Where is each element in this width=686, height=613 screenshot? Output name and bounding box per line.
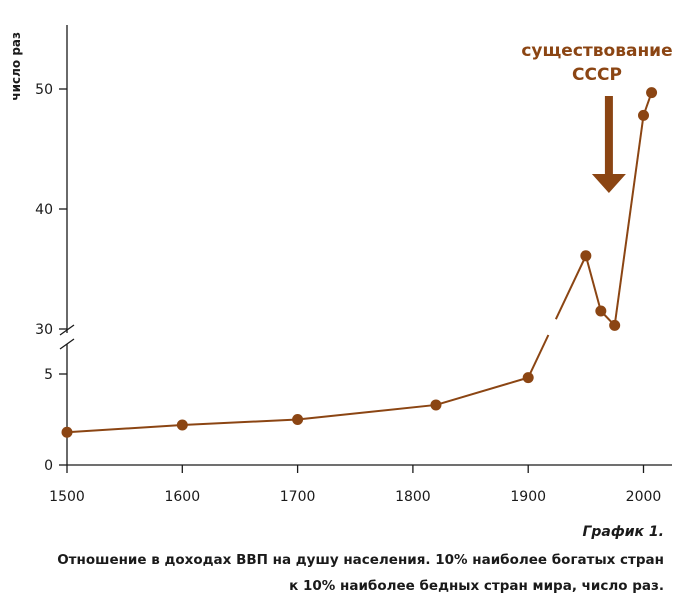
series-segment xyxy=(182,418,298,426)
figure-caption-line-1: Отношение в доходах ВВП на душу населени… xyxy=(57,552,664,568)
data-point xyxy=(292,414,304,425)
data-point xyxy=(638,109,649,121)
y-axis-label: число раз xyxy=(9,32,23,101)
y-axis-break-mark xyxy=(59,338,75,350)
x-tick-label: 1500 xyxy=(49,489,85,505)
y-tick-label: 0 xyxy=(44,458,53,474)
data-point xyxy=(595,305,607,317)
annotation-arrow-shaft xyxy=(604,96,613,176)
series-segment xyxy=(435,376,529,406)
x-tick-label: 1700 xyxy=(280,489,316,505)
data-point xyxy=(646,87,658,99)
x-tick-label: 1800 xyxy=(395,489,431,505)
y-axis-break-mark xyxy=(59,324,75,336)
data-point xyxy=(430,399,442,411)
y-tick-label: 5 xyxy=(44,367,53,383)
data-point xyxy=(580,250,592,262)
series-segment xyxy=(554,255,587,320)
chart-axes: число раз xyxy=(9,25,672,466)
data-point xyxy=(61,426,73,438)
chart-ticks: 0 5 30 40 50 1500 1600 1700 1800 1900 2000 xyxy=(35,82,661,505)
series-segment xyxy=(613,115,645,326)
y-tick-label: 50 xyxy=(35,82,53,98)
chart-annotation: существование СССР xyxy=(521,41,673,193)
y-tick-label: 40 xyxy=(35,202,53,218)
x-tick-label: 1600 xyxy=(164,489,200,505)
annotation-text: СССР xyxy=(572,65,622,85)
series-segment xyxy=(297,403,437,421)
x-tick-label: 2000 xyxy=(626,489,662,505)
data-point xyxy=(522,372,534,384)
line-chart: число раз 0 5 30 40 50 1500 1600 1700 1800 1900 20… xyxy=(9,25,673,505)
series-segment xyxy=(527,334,550,379)
series-segment xyxy=(584,255,602,312)
figure-caption-line-2: к 10% наиболее бедных стран мира, число … xyxy=(289,578,664,594)
x-tick-label: 1900 xyxy=(510,489,546,505)
annotation-text: существование xyxy=(521,41,672,61)
annotation-arrow-head xyxy=(591,174,626,193)
y-tick-label: 30 xyxy=(35,322,53,338)
figure-caption-title: График 1. xyxy=(582,524,664,540)
data-point xyxy=(176,419,188,431)
chart-series xyxy=(61,87,658,438)
series-segment xyxy=(66,423,183,434)
data-point xyxy=(609,319,621,331)
